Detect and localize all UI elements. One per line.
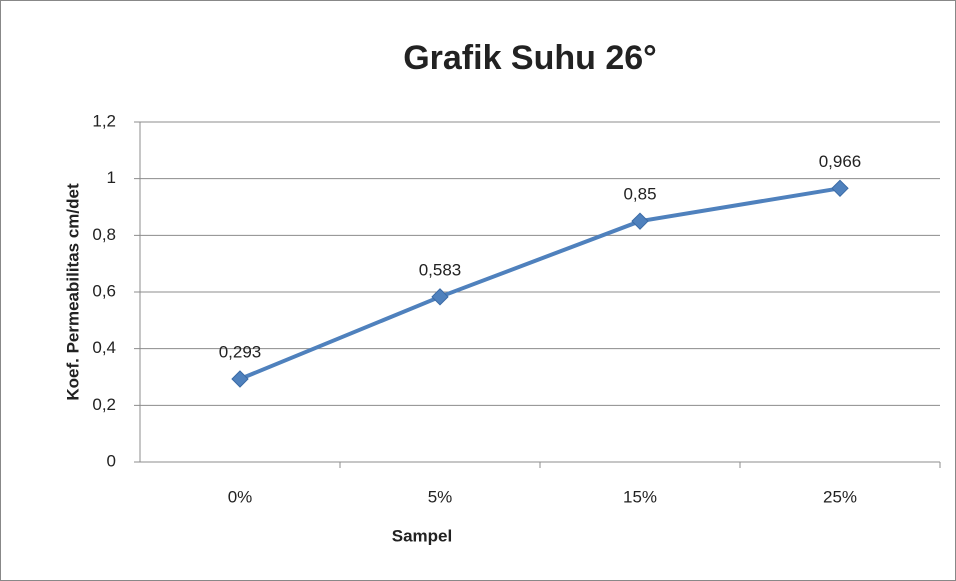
data-label: 0,966 bbox=[819, 152, 862, 171]
line bbox=[239, 186, 841, 381]
data-label: 0,85 bbox=[623, 185, 656, 204]
marker bbox=[831, 179, 849, 198]
x-tick-label: 25% bbox=[823, 487, 857, 506]
x-axis-label: Sampel bbox=[392, 526, 452, 545]
x-tick-label: 15% bbox=[623, 487, 657, 506]
data-label: 0,583 bbox=[419, 260, 462, 279]
data-label: 0,293 bbox=[219, 342, 262, 361]
marker bbox=[631, 212, 649, 230]
marker bbox=[431, 288, 449, 306]
chart-title: Grafik Suhu 26° bbox=[403, 39, 657, 77]
y-tick-label: 0,8 bbox=[92, 225, 116, 244]
x-tick-label: 0% bbox=[228, 487, 253, 506]
y-tick-label: 0,6 bbox=[92, 281, 116, 300]
y-tick-label: 1,2 bbox=[92, 111, 116, 130]
marker bbox=[231, 370, 249, 388]
y-tick-label: 0,4 bbox=[92, 338, 116, 357]
x-tick-label: 5% bbox=[428, 487, 453, 506]
y-axis-label: Koef. Permeabilitas cm/det bbox=[63, 183, 82, 401]
y-tick-label: 1 bbox=[107, 168, 116, 187]
y-tick-label: 0,2 bbox=[92, 395, 116, 414]
y-tick-label: 0 bbox=[107, 451, 116, 470]
